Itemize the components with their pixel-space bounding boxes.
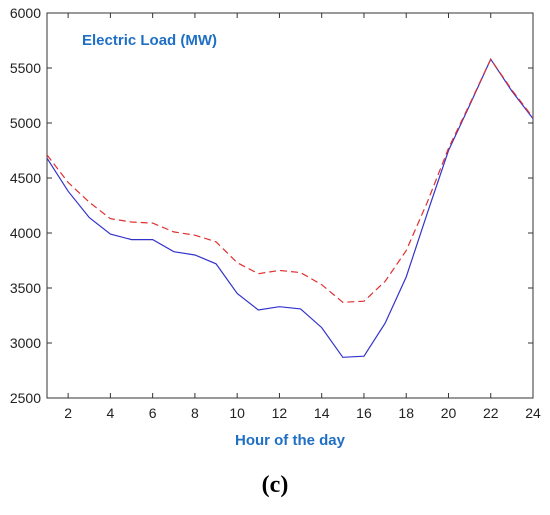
series-line-1 [46,57,534,358]
x-tick-label: 4 [106,405,114,421]
x-tick-label: 22 [483,405,499,421]
series-layer [46,57,534,358]
x-tick-label: 2 [64,405,72,421]
y-tick-label: 3500 [10,280,41,296]
x-tick-label: 6 [149,405,157,421]
y-tick-label: 2500 [10,390,41,406]
x-tick-label: 20 [441,405,457,421]
y-tick-label: 5500 [10,60,41,76]
series-line-2 [46,57,534,303]
x-axis-label: Hour of the day [235,432,346,449]
y-tick-label: 6000 [10,5,41,21]
y-tick-label: 3000 [10,335,41,351]
x-tick-label: 8 [191,405,199,421]
y-tick-label: 4000 [10,225,41,241]
x-tick-label: 10 [229,405,245,421]
x-tick-label: 24 [525,405,541,421]
figure-caption: (c) [261,472,289,498]
y-tick-label: 5000 [10,115,41,131]
y-tick-label: 4500 [10,170,41,186]
chart-title: Electric Load (MW) [82,32,217,49]
x-tick-label: 16 [356,405,372,421]
plot-area [46,12,534,399]
x-tick-label: 12 [272,405,288,421]
x-tick-label: 18 [398,405,414,421]
x-tick-label: 14 [314,405,330,421]
